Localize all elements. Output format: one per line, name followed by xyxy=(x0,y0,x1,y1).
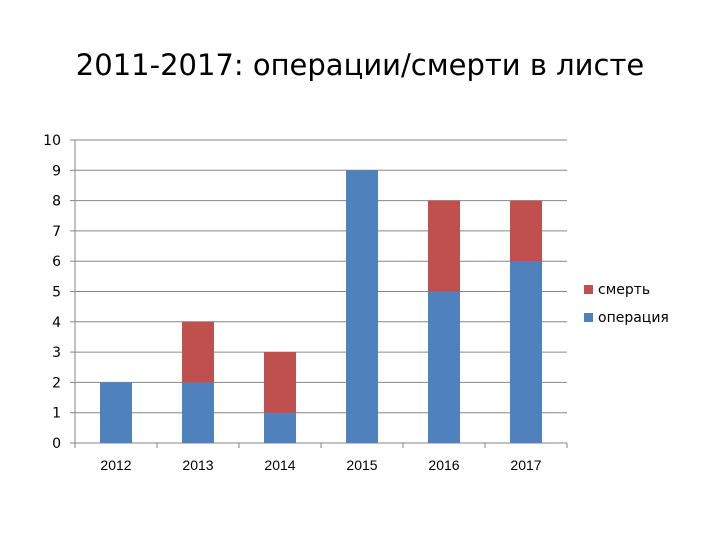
legend-label-death: смерть xyxy=(598,282,650,298)
x-tick-label: 2014 xyxy=(264,457,295,473)
legend-swatch-death xyxy=(584,285,593,294)
bar-death-2016 xyxy=(428,200,460,292)
bar-operation-2016 xyxy=(428,291,460,443)
y-tick-label: 1 xyxy=(52,406,61,422)
y-tick-label: 3 xyxy=(52,345,61,361)
x-tick-label: 2012 xyxy=(100,457,131,473)
x-tick-label: 2017 xyxy=(510,457,541,473)
legend-label-operation: операция xyxy=(598,310,669,326)
x-tick-label: 2015 xyxy=(346,457,377,473)
bar-death-2017 xyxy=(510,200,542,262)
x-tick-label: 2013 xyxy=(182,457,213,473)
legend-swatch-operation xyxy=(584,313,593,322)
y-tick-label: 8 xyxy=(52,194,61,210)
x-tick-labels: 2012 2013 2014 2015 2016 2017 xyxy=(100,457,541,473)
y-tick-label: 0 xyxy=(52,436,61,452)
y-tick-label: 6 xyxy=(52,254,61,270)
bar-operation-2013 xyxy=(182,382,214,443)
bar-death-2013 xyxy=(182,321,214,383)
y-tick-label: 7 xyxy=(52,224,61,240)
bar-operation-2012 xyxy=(100,382,132,443)
bar-operation-2014 xyxy=(264,412,296,443)
bars xyxy=(100,170,542,444)
chart-title: 2011-2017: операции/смерти в листе xyxy=(75,48,645,82)
bar-death-2014 xyxy=(264,352,296,413)
y-tick-label: 2 xyxy=(52,375,61,391)
axes xyxy=(70,139,568,448)
bar-operation-2017 xyxy=(510,261,542,443)
legend: смерть операция xyxy=(584,282,669,326)
y-tick-labels: 0 1 2 3 4 5 6 7 8 9 10 xyxy=(43,133,61,452)
y-tick-label: 9 xyxy=(52,163,61,179)
bar-operation-2015 xyxy=(346,170,378,444)
y-tick-label: 10 xyxy=(43,133,61,149)
x-tick-label: 2016 xyxy=(428,457,459,473)
gridlines xyxy=(75,139,567,414)
y-tick-label: 5 xyxy=(52,285,61,301)
y-tick-label: 4 xyxy=(52,315,61,331)
